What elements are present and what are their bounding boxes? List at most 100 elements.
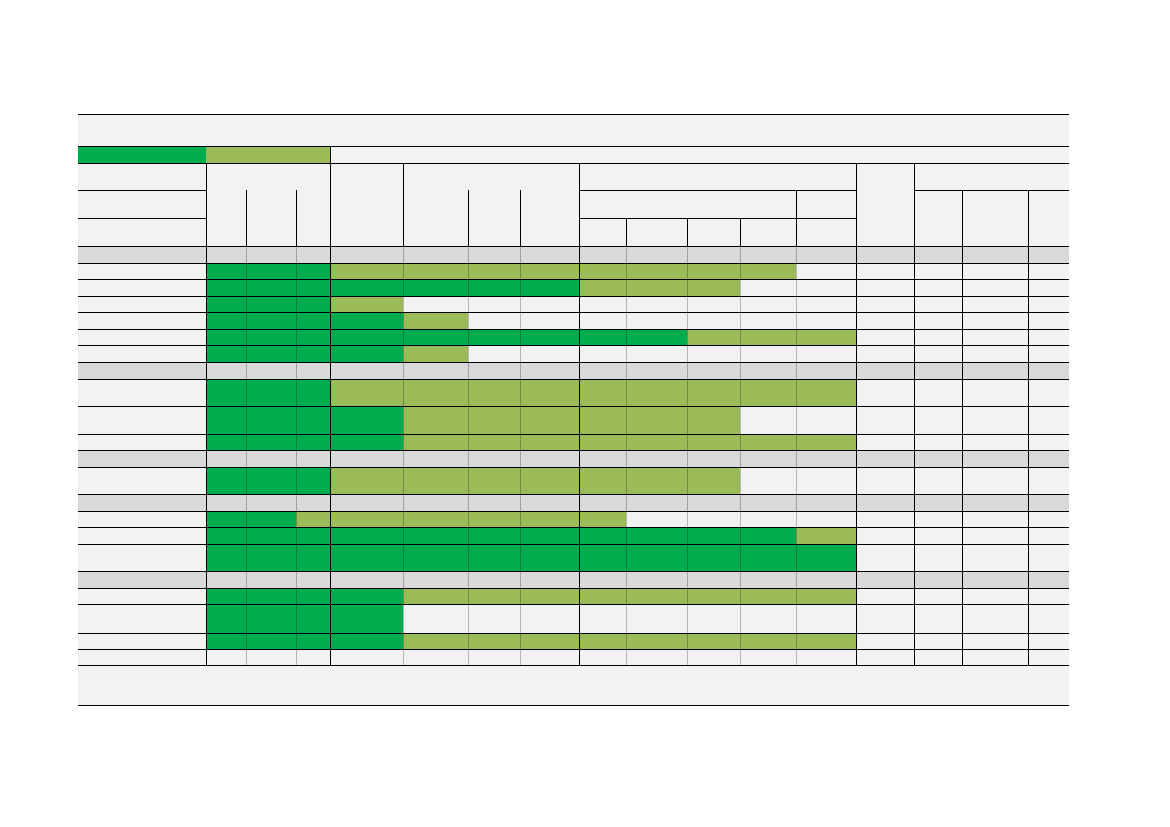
header-divider — [579, 163, 580, 246]
column-rule — [330, 246, 331, 665]
row-rule — [78, 544, 1069, 545]
coverage-bar-full — [206, 263, 330, 279]
coverage-bar-partial — [330, 467, 740, 494]
coverage-bar-full — [206, 467, 330, 494]
row-rule — [78, 604, 1069, 605]
legend-swatch-partial — [206, 147, 330, 163]
column-gridline — [468, 246, 469, 665]
column-rule — [206, 246, 207, 665]
coverage-bar-partial — [330, 296, 403, 312]
row-rule — [78, 329, 1069, 330]
coverage-bar-full — [206, 296, 330, 312]
row-rule — [78, 362, 1069, 363]
header-rule — [78, 163, 1069, 164]
column-gridline — [520, 246, 521, 665]
column-gridline — [740, 246, 741, 665]
column-gridline — [687, 246, 688, 665]
header-divider — [962, 190, 963, 246]
section-band — [78, 494, 1069, 511]
header-rule — [579, 190, 856, 191]
coverage-bar-full — [206, 312, 403, 329]
coverage-bar-partial — [403, 406, 740, 434]
row-rule — [78, 246, 1069, 247]
row-rule — [78, 511, 1069, 512]
column-gridline — [403, 246, 404, 665]
row-rule — [78, 296, 1069, 297]
section-band — [78, 362, 1069, 379]
coverage-bar-partial — [403, 434, 856, 450]
header-rule — [579, 218, 856, 219]
coverage-bar-partial — [296, 511, 626, 527]
row-rule — [78, 379, 1069, 380]
row-rule — [78, 588, 1069, 589]
header-divider — [740, 218, 741, 246]
row-rule — [78, 263, 1069, 264]
column-rule — [914, 246, 915, 665]
column-rule — [856, 246, 857, 665]
coverage-bar-partial — [403, 588, 856, 604]
row-rule — [78, 527, 1069, 528]
column-rule — [579, 246, 580, 665]
row-rule — [78, 467, 1069, 468]
coverage-bar-full — [206, 544, 856, 571]
header-divider — [1028, 190, 1029, 246]
header-divider — [330, 146, 331, 246]
header-divider — [687, 218, 688, 246]
row-rule — [78, 406, 1069, 407]
row-rule — [78, 434, 1069, 435]
column-rule — [1028, 246, 1029, 665]
row-rule — [78, 665, 1069, 666]
section-band — [78, 571, 1069, 588]
header-divider — [796, 190, 797, 246]
header-divider — [206, 163, 207, 246]
header-divider — [520, 190, 521, 246]
coverage-bar-partial — [330, 379, 856, 406]
coverage-bar-partial — [330, 263, 796, 279]
section-band — [78, 246, 1069, 263]
column-gridline — [246, 246, 247, 665]
column-gridline — [796, 246, 797, 665]
coverage-bar-partial — [687, 329, 856, 345]
row-rule — [78, 571, 1069, 572]
coverage-bar-full — [206, 633, 403, 649]
row-rule — [78, 494, 1069, 495]
header-rule — [78, 218, 206, 219]
row-rule — [78, 649, 1069, 650]
coverage-bar-partial — [796, 527, 856, 544]
column-gridline — [626, 246, 627, 665]
legend-swatch-full — [78, 147, 206, 163]
coverage-bar-partial — [403, 633, 856, 649]
header-rule — [78, 146, 1069, 147]
header-divider — [403, 163, 404, 246]
header-divider — [296, 190, 297, 246]
column-rule — [962, 246, 963, 665]
coverage-bar-partial — [403, 345, 468, 362]
coverage-bar-full — [206, 511, 296, 527]
coverage-bar-full — [206, 279, 579, 296]
section-band — [78, 450, 1069, 467]
coverage-bar-full — [206, 345, 403, 362]
row-rule — [78, 279, 1069, 280]
coverage-bar-partial — [579, 279, 740, 296]
column-gridline — [296, 246, 297, 665]
header-divider — [856, 163, 857, 246]
coverage-bar-full — [206, 434, 403, 450]
row-rule — [78, 312, 1069, 313]
header-rule — [914, 190, 1069, 191]
row-rule — [78, 633, 1069, 634]
coverage-bar-partial — [403, 312, 468, 329]
coverage-bar-full — [206, 604, 403, 633]
header-divider — [246, 190, 247, 246]
row-rule — [78, 450, 1069, 451]
header-divider — [914, 163, 915, 246]
coverage-bar-full — [206, 406, 403, 434]
coverage-bar-full — [206, 527, 796, 544]
coverage-bar-full — [206, 588, 403, 604]
header-divider — [626, 218, 627, 246]
coverage-bar-full — [206, 379, 330, 406]
row-rule — [78, 345, 1069, 346]
header-divider — [468, 190, 469, 246]
header-rule — [78, 190, 206, 191]
coverage-bar-full — [206, 329, 687, 345]
